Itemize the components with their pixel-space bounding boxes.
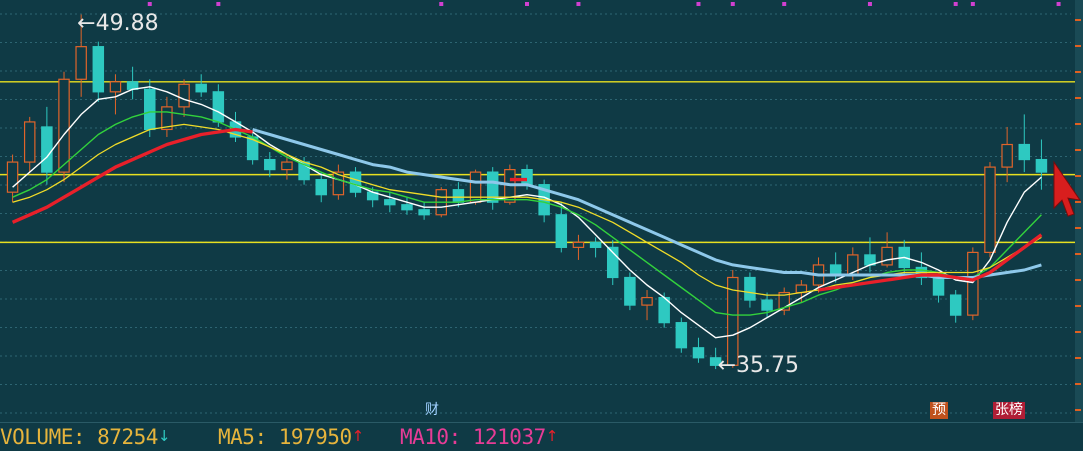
volume-arrow-icon: ↓ (157, 427, 171, 445)
high-price-label: ←49.88 (77, 10, 159, 36)
candle-body (829, 264, 842, 276)
candle-body (675, 322, 688, 349)
candle-body (606, 246, 619, 279)
candle-body (744, 276, 756, 301)
candle-body (58, 78, 70, 173)
top-marker (1056, 2, 1061, 6)
ma10-arrow-icon: ↑ (545, 427, 559, 445)
top-marker (147, 2, 152, 6)
candle-body (692, 347, 705, 359)
top-marker (696, 2, 701, 6)
event-tag-cai[interactable]: 财 (425, 402, 439, 418)
candle-body (384, 199, 396, 206)
price-scale-strip (1075, 0, 1083, 422)
candle-body (881, 246, 893, 266)
top-marker (439, 2, 444, 6)
ma-line (11, 127, 1043, 292)
candle-body (315, 179, 327, 196)
candle-body (641, 296, 653, 306)
candle-body (109, 81, 122, 93)
candle-body (418, 209, 430, 216)
top-marker (576, 2, 581, 6)
candle-body (161, 106, 173, 131)
candle-body (1018, 143, 1031, 161)
candle-body (709, 357, 722, 366)
candle-body (264, 158, 276, 171)
candle-body (949, 294, 962, 316)
candle-body (572, 241, 585, 248)
top-marker (216, 2, 221, 6)
candle-body (984, 166, 996, 254)
top-marker (525, 2, 529, 6)
candle-body (144, 88, 156, 131)
candle-body (401, 204, 413, 211)
candle-body (761, 299, 773, 311)
candle-body (212, 91, 225, 123)
candle-body (486, 171, 499, 203)
candle-body (932, 276, 945, 296)
volume-stat: VOLUME: 87254↓ (0, 425, 170, 449)
top-marker (782, 2, 787, 6)
indicator-bar: VOLUME: 87254↓ MA5: 197950↑ MA10: 121037… (0, 422, 1083, 451)
candle-body (75, 46, 87, 80)
candle-body (727, 276, 739, 366)
top-marker (867, 2, 872, 6)
candle-body (349, 171, 362, 193)
candle-body (41, 126, 53, 173)
ma10-value: 121037 (472, 425, 546, 449)
ma-line (12, 123, 1042, 296)
candle-body (967, 251, 979, 316)
candle-body (521, 169, 533, 186)
candle-body (332, 171, 345, 196)
ma10-label: MA10 (400, 425, 449, 449)
candle-body (6, 161, 19, 193)
ma-line (12, 86, 1042, 339)
candle-body (778, 291, 790, 311)
low-price-label: ←35.75 (717, 353, 800, 379)
ma5-stat: MA5: 197950↑ (218, 425, 364, 449)
candle-body (178, 83, 190, 108)
candle-body (1035, 158, 1048, 173)
volume-value: 87254 (97, 425, 158, 449)
candle-body (555, 214, 568, 248)
top-marker (730, 2, 735, 6)
candle-body (281, 161, 293, 171)
candle-body (624, 276, 636, 306)
ma5-value: 197950 (278, 425, 352, 449)
top-marker (970, 2, 975, 6)
candle-body (195, 83, 207, 93)
candle-body (452, 189, 465, 203)
cursor-arrow-icon (1053, 160, 1082, 217)
candle-body (246, 136, 259, 161)
candle-body (1001, 143, 1013, 168)
ma5-label: MA5 (218, 425, 255, 449)
top-marker (953, 2, 958, 6)
ma10-stat: MA10: 121037↑ (400, 425, 558, 449)
event-tag-yu[interactable]: 预 (930, 402, 948, 419)
candle-body (589, 241, 602, 248)
event-tag-zhangbang[interactable]: 张榜 (993, 402, 1025, 419)
volume-label: VOLUME (0, 425, 73, 449)
candle-body (92, 46, 105, 93)
ma-line (252, 128, 1042, 279)
candlestick-chart (0, 0, 1083, 422)
ma5-arrow-icon: ↑ (351, 427, 365, 445)
candle-body (23, 121, 36, 163)
